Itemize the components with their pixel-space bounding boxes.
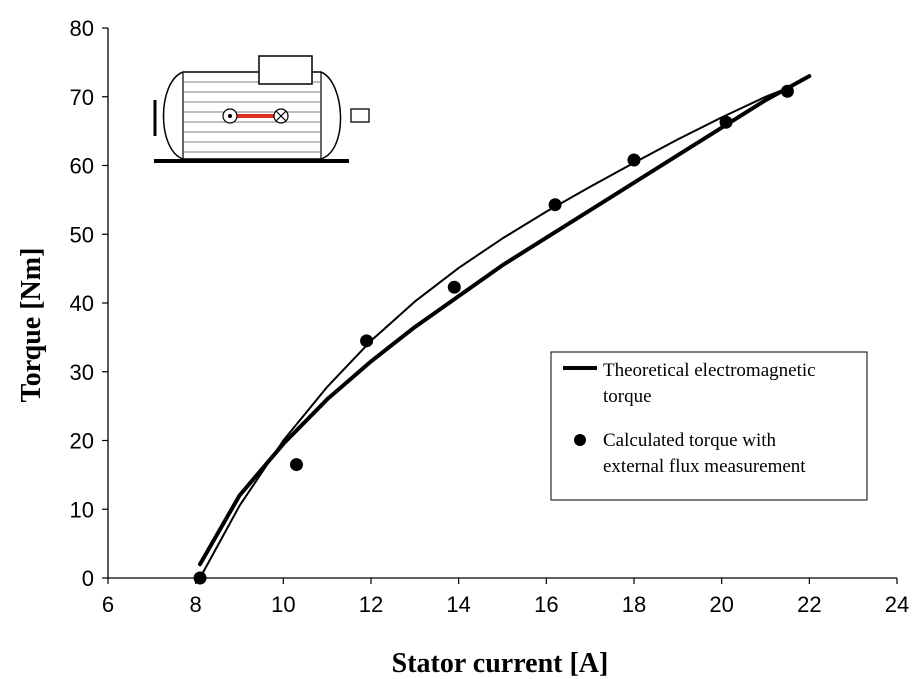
data-point [627, 153, 641, 167]
y-tick-label: 10 [70, 497, 94, 522]
x-tick-label: 6 [102, 592, 114, 617]
y-ticks: 0 10 20 30 40 50 60 70 80 [70, 16, 108, 591]
y-tick-label: 40 [70, 291, 94, 316]
series-line-theoretical [198, 74, 812, 567]
y-tick-label: 20 [70, 429, 94, 454]
y-tick-label: 50 [70, 222, 94, 247]
legend-label-calculated-line1: Calculated torque with [603, 430, 777, 451]
legend-label-theoretical-line1: Theoretical electromagnetic [603, 360, 816, 381]
legend: Theoretical electromagnetic torque Calcu… [550, 351, 868, 501]
x-tick-label: 8 [190, 592, 202, 617]
x-tick-label: 10 [271, 592, 295, 617]
x-tick-label: 24 [885, 592, 909, 617]
x-tick-label: 12 [359, 592, 383, 617]
y-tick-label: 80 [70, 16, 94, 41]
data-point [780, 84, 794, 98]
y-tick-label: 0 [82, 566, 94, 591]
y-tick-label: 30 [70, 360, 94, 385]
series-layer [193, 74, 812, 585]
x-tick-label: 14 [446, 592, 470, 617]
y-axis-title: Torque [Nm] [16, 248, 47, 403]
y-tick-label: 60 [70, 154, 94, 179]
data-point [360, 334, 374, 348]
data-point [447, 280, 461, 294]
x-tick-label: 20 [709, 592, 733, 617]
legend-box [550, 351, 868, 501]
y-tick-label: 70 [70, 85, 94, 110]
data-point [719, 115, 733, 129]
x-tick-label: 18 [622, 592, 646, 617]
legend-label-calculated-line2: external flux measurement [603, 456, 806, 477]
x-ticks: 6 8 10 12 14 16 18 20 22 24 [102, 578, 909, 617]
series-line-fit [199, 85, 793, 579]
x-axis-title: Stator current [A] [392, 648, 609, 679]
legend-label-theoretical-line2: torque [603, 386, 652, 407]
data-point [289, 458, 303, 472]
legend-dot-swatch [574, 434, 586, 446]
x-tick-label: 22 [797, 592, 821, 617]
x-tick-label: 16 [534, 592, 558, 617]
motor-sketch-icon [153, 55, 370, 163]
